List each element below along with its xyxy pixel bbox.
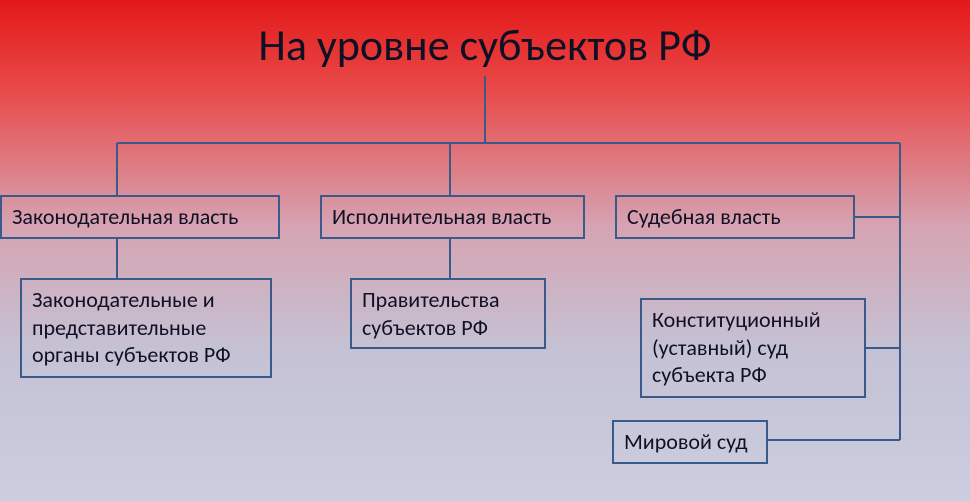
connector-layer: [0, 0, 970, 501]
branch-judicial: Судебная власть: [615, 195, 855, 239]
leaf-constitutional-court: Конституционный (уставный) суд субъекта …: [640, 298, 866, 398]
leaf-governments: Правительства субъектов РФ: [350, 278, 546, 349]
leaf-legislative-bodies: Законодательные и представительные орган…: [20, 278, 272, 378]
slide-canvas: На уровне субъектов РФ Законодательная в…: [0, 0, 970, 501]
branch-executive: Исполнительная власть: [320, 195, 585, 239]
branch-legislative: Законодательная власть: [0, 195, 280, 239]
slide-title: На уровне субъектов РФ: [0, 18, 970, 72]
leaf-magistrate-court: Мировой суд: [612, 420, 768, 464]
